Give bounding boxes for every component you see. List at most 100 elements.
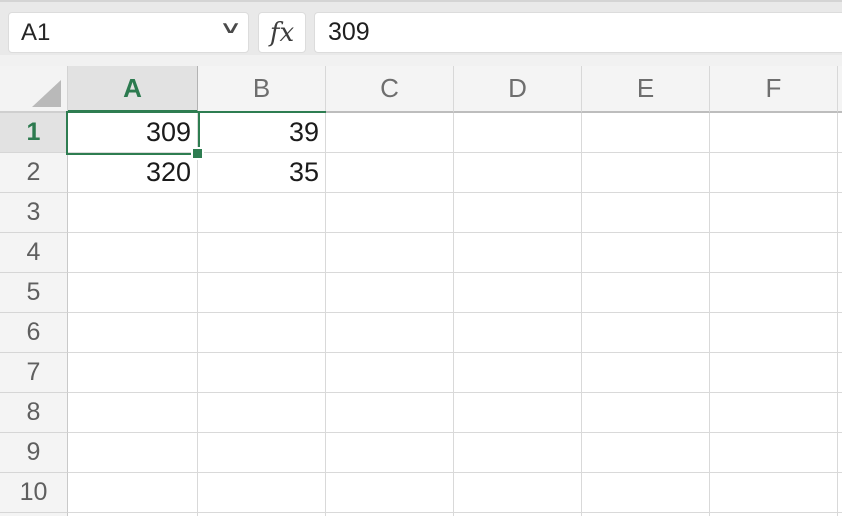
- cell-A2[interactable]: 320: [68, 153, 198, 193]
- cell-C2[interactable]: [326, 153, 454, 193]
- cell-F6[interactable]: [710, 313, 838, 353]
- cell-C7[interactable]: [326, 353, 454, 393]
- column-header-C[interactable]: C: [326, 66, 454, 113]
- row-header-10[interactable]: 10: [0, 473, 68, 513]
- cell-E7[interactable]: [582, 353, 710, 393]
- cell-partial: [838, 233, 842, 273]
- cell-E9[interactable]: [582, 433, 710, 473]
- select-all-button[interactable]: [0, 66, 68, 113]
- cell-B10[interactable]: [198, 473, 326, 513]
- cell-D1[interactable]: [454, 113, 582, 153]
- cell-C9[interactable]: [326, 433, 454, 473]
- cell-E1[interactable]: [582, 113, 710, 153]
- cell-F5[interactable]: [710, 273, 838, 313]
- insert-function-button[interactable]: fx: [258, 12, 306, 53]
- cell-partial: [68, 513, 198, 516]
- cell-B3[interactable]: [198, 193, 326, 233]
- cell-B9[interactable]: [198, 433, 326, 473]
- sheet-row: 6: [0, 313, 842, 353]
- cell-D5[interactable]: [454, 273, 582, 313]
- cell-A7[interactable]: [68, 353, 198, 393]
- cell-E5[interactable]: [582, 273, 710, 313]
- cell-E10[interactable]: [582, 473, 710, 513]
- cell-partial: [838, 393, 842, 433]
- cell-B5[interactable]: [198, 273, 326, 313]
- row-header-1[interactable]: 1: [0, 113, 68, 153]
- cell-B4[interactable]: [198, 233, 326, 273]
- cell-F1[interactable]: [710, 113, 838, 153]
- cell-C10[interactable]: [326, 473, 454, 513]
- cell-F7[interactable]: [710, 353, 838, 393]
- cell-D10[interactable]: [454, 473, 582, 513]
- row-header-5[interactable]: 5: [0, 273, 68, 313]
- column-header-D[interactable]: D: [454, 66, 582, 113]
- cell-A8[interactable]: [68, 393, 198, 433]
- cell-C3[interactable]: [326, 193, 454, 233]
- select-all-triangle-icon: [32, 80, 61, 107]
- cell-F4[interactable]: [710, 233, 838, 273]
- cell-B8[interactable]: [198, 393, 326, 433]
- cell-F3[interactable]: [710, 193, 838, 233]
- cell-A1[interactable]: 309: [68, 113, 198, 153]
- row-header-9[interactable]: 9: [0, 433, 68, 473]
- cell-partial: [838, 433, 842, 473]
- cell-C5[interactable]: [326, 273, 454, 313]
- row-header-8[interactable]: 8: [0, 393, 68, 433]
- cell-A10[interactable]: [68, 473, 198, 513]
- cell-D7[interactable]: [454, 353, 582, 393]
- cell-D6[interactable]: [454, 313, 582, 353]
- cell-F2[interactable]: [710, 153, 838, 193]
- row-header-6[interactable]: 6: [0, 313, 68, 353]
- cell-D9[interactable]: [454, 433, 582, 473]
- name-box[interactable]: A1 ˅: [8, 12, 249, 53]
- cell-E3[interactable]: [582, 193, 710, 233]
- sheet-row: 1 309 39: [0, 113, 842, 153]
- cell-D2[interactable]: [454, 153, 582, 193]
- cell-F9[interactable]: [710, 433, 838, 473]
- row-header-4[interactable]: 4: [0, 233, 68, 273]
- cell-partial: [838, 193, 842, 233]
- cell-E2[interactable]: [582, 153, 710, 193]
- cell-D4[interactable]: [454, 233, 582, 273]
- column-header-A[interactable]: A: [68, 66, 198, 113]
- fill-handle[interactable]: [193, 149, 202, 158]
- cell-C1[interactable]: [326, 113, 454, 153]
- cell-A6[interactable]: [68, 313, 198, 353]
- cell-A4[interactable]: [68, 233, 198, 273]
- cell-C8[interactable]: [326, 393, 454, 433]
- cell-E4[interactable]: [582, 233, 710, 273]
- cell-D8[interactable]: [454, 393, 582, 433]
- cell-A5[interactable]: [68, 273, 198, 313]
- grid: A B C D E F 1 309 39 2 320 35 3 4 5 6 7 8 9 10: [0, 66, 842, 516]
- cell-A3[interactable]: [68, 193, 198, 233]
- cell-partial: [326, 513, 454, 516]
- cell-B2[interactable]: 35: [198, 153, 326, 193]
- column-header-partial: [838, 66, 842, 113]
- column-header-E[interactable]: E: [582, 66, 710, 113]
- cell-D3[interactable]: [454, 193, 582, 233]
- cell-A9[interactable]: [68, 433, 198, 473]
- formula-bar[interactable]: 309: [314, 12, 842, 53]
- sheet-row: 7: [0, 353, 842, 393]
- cell-partial: [710, 513, 838, 516]
- column-header-F[interactable]: F: [710, 66, 838, 113]
- cell-B7[interactable]: [198, 353, 326, 393]
- cell-partial: [198, 513, 326, 516]
- row-header-7[interactable]: 7: [0, 353, 68, 393]
- cell-F8[interactable]: [710, 393, 838, 433]
- cell-F10[interactable]: [710, 473, 838, 513]
- cell-B1[interactable]: 39: [198, 113, 326, 153]
- column-header-B[interactable]: B: [198, 66, 326, 113]
- row-header-2[interactable]: 2: [0, 153, 68, 193]
- cell-E8[interactable]: [582, 393, 710, 433]
- chevron-down-icon[interactable]: ˅: [222, 19, 239, 40]
- cell-C6[interactable]: [326, 313, 454, 353]
- cell-C4[interactable]: [326, 233, 454, 273]
- cell-partial: [838, 313, 842, 353]
- sheet-row: 4: [0, 233, 842, 273]
- cell-partial: [838, 473, 842, 513]
- row-header-3[interactable]: 3: [0, 193, 68, 233]
- cell-B6[interactable]: [198, 313, 326, 353]
- cell-E6[interactable]: [582, 313, 710, 353]
